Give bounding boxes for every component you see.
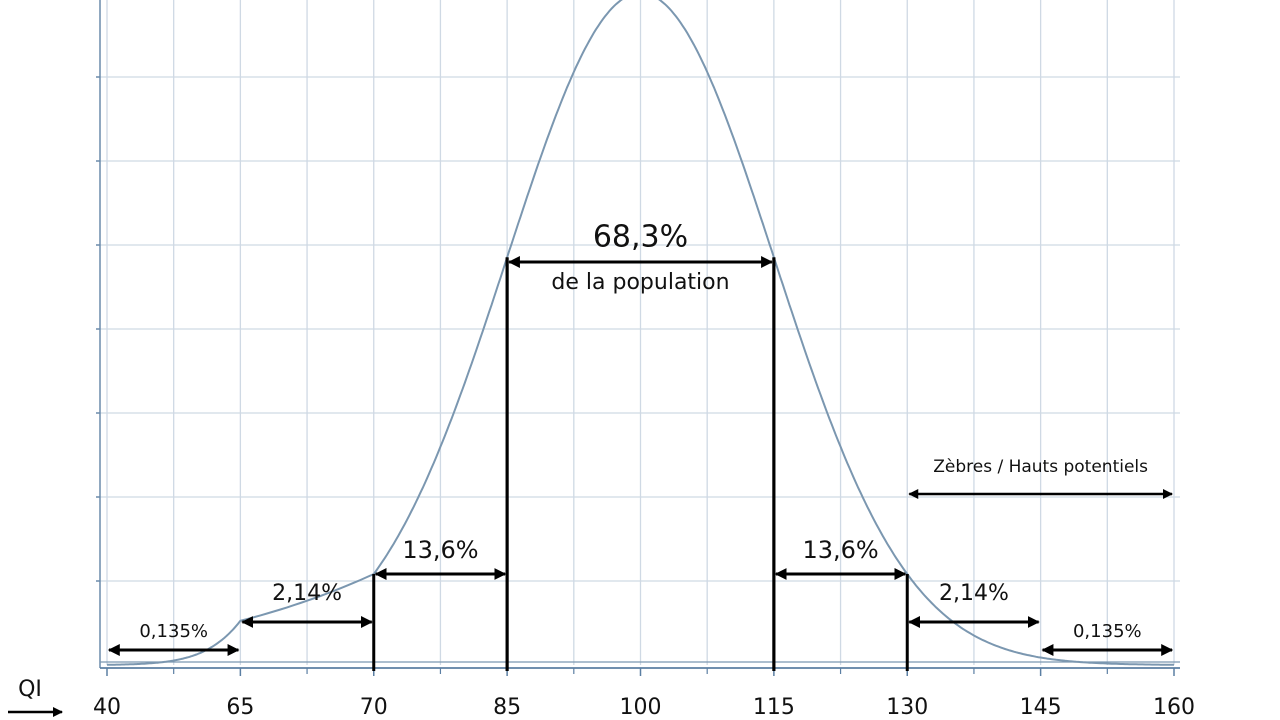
interval-label: 2,14%: [939, 581, 1009, 606]
x-tick-label: 85: [493, 695, 521, 720]
interval-label: 2,14%: [272, 581, 342, 606]
interval-label: 0,135%: [139, 621, 208, 642]
x-tick-label: 130: [886, 695, 928, 720]
x-tick-label: 115: [753, 695, 795, 720]
interval-label: 0,135%: [1073, 621, 1142, 642]
center-note: de la population: [551, 270, 729, 295]
interval-label: 68,3%: [593, 220, 688, 255]
x-tick-label: 160: [1153, 695, 1195, 720]
x-tick-label: 70: [360, 695, 388, 720]
x-tick-label: 100: [620, 695, 662, 720]
highlight-label: Zèbres / Hauts potentiels: [933, 457, 1148, 477]
interval-label: 13,6%: [402, 536, 478, 564]
interval-label: 13,6%: [802, 536, 878, 564]
x-tick-label: 145: [1020, 695, 1062, 720]
x-tick-label: 40: [93, 695, 121, 720]
x-axis-label: QI: [18, 677, 42, 702]
x-tick-label: 65: [226, 695, 254, 720]
